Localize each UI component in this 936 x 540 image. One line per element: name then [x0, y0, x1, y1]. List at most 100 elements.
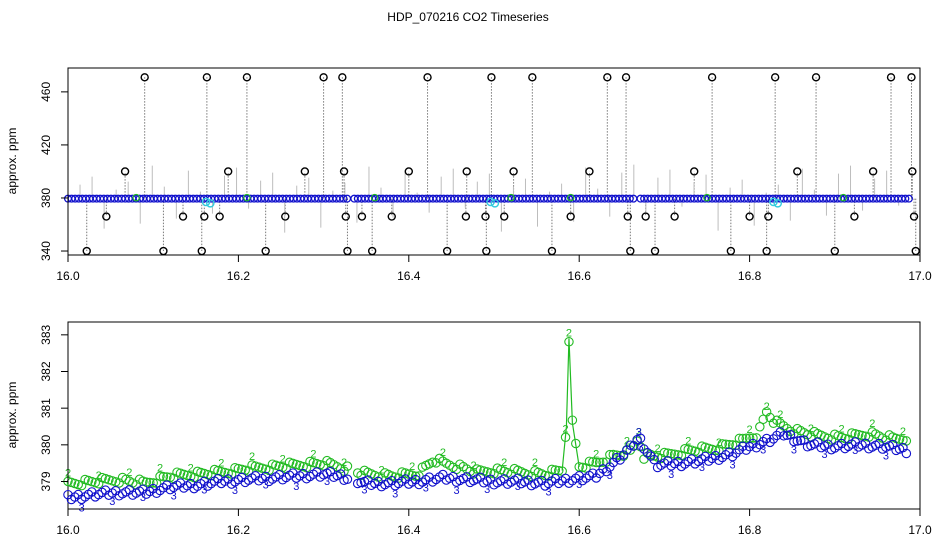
- bottom-point-2: [659, 447, 670, 458]
- bottom-point-glyph: 2: [532, 457, 538, 469]
- bottom-point-3: [288, 468, 298, 478]
- bottom-point-2: [683, 444, 694, 455]
- top-outlier-point: [202, 73, 212, 82]
- bottom-point-3: [342, 474, 353, 485]
- top-panel: 16.0 16.2 16.4 16.6 16.8 17.0 340 380 420 460 ap…: [5, 67, 932, 283]
- bottom-point-3: [768, 434, 779, 444]
- bottom-point-glyph: 2: [310, 449, 316, 461]
- top-x-tick-label: 16.8: [738, 269, 762, 283]
- bottom-point-3: [213, 473, 223, 484]
- bottom-peak-glyph: 3: [636, 427, 642, 439]
- bottom-point-3: [625, 440, 636, 450]
- bottom-point-glyph: 2: [96, 470, 102, 482]
- bottom-x-tick-label: 17.0: [908, 523, 932, 537]
- top-spike-layer: [67, 77, 917, 252]
- bottom-point-3: [734, 444, 745, 455]
- top-outlier-point: [339, 167, 349, 176]
- bottom-x-axis: 16.0 16.2 16.4 16.6 16.8 17.0: [56, 508, 932, 537]
- bottom-point-glyph: 3: [324, 476, 330, 488]
- bottom-point-3: [642, 447, 653, 458]
- bottom-x-tick-label: 16.4: [397, 523, 421, 537]
- top-outlier-point: [242, 73, 252, 82]
- bottom-point-3: [639, 444, 649, 454]
- bottom-point-3: [727, 451, 738, 462]
- top-outlier-point: [500, 212, 509, 221]
- bottom-point-glyph: 3: [822, 449, 828, 461]
- bottom-point-3: [646, 451, 656, 461]
- bottom-point-3: [387, 475, 397, 486]
- bottom-point-glyph: 3: [79, 502, 85, 514]
- top-outlier-point: [509, 167, 518, 176]
- bottom-point-3: [185, 478, 196, 489]
- bottom-point-3: [714, 455, 724, 465]
- top-x-tick-label: 16.0: [56, 269, 80, 283]
- top-outlier-point: [690, 167, 699, 176]
- bottom-point-2: [734, 433, 745, 444]
- top-outlier-point: [462, 167, 471, 176]
- bottom-point-glyph: 3: [171, 490, 177, 502]
- top-outlier-point: [357, 212, 367, 221]
- top-outlier-point: [215, 212, 224, 221]
- bottom-point-glyph: 2: [716, 437, 722, 449]
- bottom-point-2: [574, 462, 584, 472]
- bottom-y-axis: 379 380 381 382 383: [39, 325, 69, 492]
- bottom-point-3: [138, 484, 148, 494]
- bottom-point-3: [741, 445, 751, 455]
- top-outlier-point: [461, 212, 471, 221]
- bottom-point-3: [720, 450, 731, 460]
- bottom-point-glyph: 2: [470, 460, 476, 472]
- bottom-point-2: [342, 461, 353, 471]
- bottom-point-glyph: 2: [188, 463, 194, 475]
- top-outlier-point: [300, 167, 310, 176]
- top-baseline-point: [901, 194, 910, 203]
- bottom-point-3: [635, 433, 646, 444]
- top-highlight-point: [490, 198, 500, 208]
- top-green-point: [703, 193, 711, 202]
- bottom-point-2: [588, 457, 598, 467]
- top-outlier-point: [528, 73, 537, 82]
- top-outlier-point: [909, 212, 919, 221]
- top-x-tick-label: 16.6: [568, 269, 592, 283]
- top-outlier-point: [281, 212, 290, 221]
- bottom-point-3: [765, 437, 775, 448]
- bottom-point-3: [100, 485, 111, 495]
- bottom-point-glyph: 3: [453, 485, 459, 497]
- bottom-point-3: [795, 435, 806, 446]
- top-outlier-point: [770, 73, 780, 82]
- bottom-point-3: [63, 489, 73, 500]
- top-outlier-point: [341, 212, 350, 221]
- bottom-point-3: [250, 471, 261, 481]
- top-highlight-point: [201, 197, 211, 207]
- bottom-point-3: [145, 486, 155, 497]
- top-outlier-point: [793, 167, 802, 176]
- bottom-point-glyph: 3: [392, 489, 398, 501]
- top-outlier-point: [907, 73, 916, 82]
- top-outlier-point: [707, 73, 717, 82]
- bottom-point-3: [400, 474, 411, 484]
- top-highlight-point: [769, 197, 778, 207]
- top-x-tick-label: 16.4: [397, 269, 421, 283]
- bottom-point-2: [720, 439, 731, 449]
- bottom-point-2: [724, 439, 734, 450]
- top-outlier-point: [338, 73, 347, 82]
- bottom-point-3: [673, 456, 683, 467]
- bottom-y-tick-label: 383: [39, 325, 53, 345]
- bottom-point-glyph: 3: [545, 487, 551, 499]
- bottom-point-3: [260, 471, 271, 482]
- bottom-y-tick-label: 380: [39, 435, 53, 455]
- top-outlier-point: [178, 212, 188, 221]
- top-outlier-point: [487, 73, 496, 82]
- bottom-point-glyph: 3: [699, 462, 705, 474]
- bottom-point-2: [894, 434, 905, 445]
- bottom-point-2: [847, 428, 857, 438]
- bottom-point-glyph: 2: [440, 447, 446, 459]
- bottom-point-2: [591, 457, 601, 468]
- bottom-point-3: [298, 468, 308, 479]
- bottom-point-2: [663, 448, 673, 458]
- bottom-point-glyph: 3: [293, 481, 299, 493]
- bottom-point-3: [588, 468, 598, 478]
- bottom-point-3: [744, 441, 755, 452]
- bottom-point-glyph: 3: [576, 479, 582, 491]
- top-green-point: [243, 193, 251, 202]
- bottom-point-3: [87, 487, 97, 497]
